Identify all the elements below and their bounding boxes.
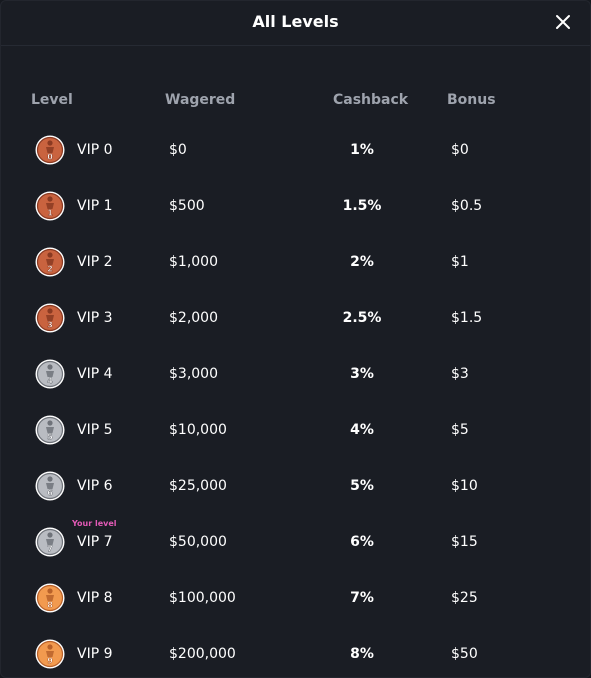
cashback-value: 2.5%	[342, 310, 382, 326]
svg-text:9: 9	[47, 657, 53, 666]
level-name: VIP 1	[77, 198, 113, 214]
bonus-value: $1	[451, 254, 469, 270]
svg-text:0: 0	[47, 153, 53, 162]
bonus-value: $5	[451, 422, 469, 438]
level-name: VIP 9	[77, 646, 113, 662]
column-header-level: Level	[31, 92, 73, 108]
level-name: VIP 4	[77, 366, 113, 382]
vip-badge-icon: 4	[35, 359, 65, 389]
svg-text:6: 6	[47, 489, 53, 498]
bonus-value: $25	[451, 590, 478, 606]
wagered-value: $100,000	[169, 590, 236, 606]
level-name: VIP 0	[77, 142, 113, 158]
svg-text:3: 3	[47, 321, 53, 330]
cashback-value: 1%	[350, 142, 374, 158]
level-name: VIP 7	[77, 534, 113, 550]
level-name: VIP 5	[77, 422, 113, 438]
bonus-value: $3	[451, 366, 469, 382]
bonus-value: $1.5	[451, 310, 483, 326]
vip-badge-icon: 2	[35, 247, 65, 277]
level-name: VIP 2	[77, 254, 113, 270]
column-header-bonus: Bonus	[447, 92, 496, 108]
column-header-wagered: Wagered	[165, 92, 236, 108]
level-name: VIP 3	[77, 310, 113, 326]
bonus-value: $50	[451, 646, 478, 662]
wagered-value: $500	[169, 198, 205, 214]
wagered-value: $0	[169, 142, 187, 158]
cashback-value: 8%	[350, 646, 374, 662]
close-icon	[556, 15, 570, 29]
table-row: 3 VIP 3 $2,000 2.5% $1.5	[1, 290, 590, 346]
vip-badge-icon: 8	[35, 583, 65, 613]
level-name: VIP 6	[77, 478, 113, 494]
vip-badge-icon: 0	[35, 135, 65, 165]
bonus-value: $15	[451, 534, 478, 550]
svg-text:4: 4	[47, 377, 53, 386]
cashback-value: 5%	[350, 478, 374, 494]
column-header-cashback: Cashback	[333, 92, 409, 108]
svg-text:8: 8	[47, 601, 53, 610]
cashback-value: 4%	[350, 422, 374, 438]
your-level-label: Your level	[72, 519, 117, 528]
cashback-value: 3%	[350, 366, 374, 382]
cashback-value: 6%	[350, 534, 374, 550]
cashback-value: 1.5%	[342, 198, 382, 214]
wagered-value: $2,000	[169, 310, 218, 326]
wagered-value: $25,000	[169, 478, 227, 494]
vip-badge-icon: 7	[35, 527, 65, 557]
vip-badge-icon: 9	[35, 639, 65, 669]
vip-badge-icon: 6	[35, 471, 65, 501]
close-button[interactable]	[552, 11, 574, 33]
bonus-value: $0	[451, 142, 469, 158]
vip-badge-icon: 5	[35, 415, 65, 445]
cashback-value: 7%	[350, 590, 374, 606]
table-row: 6 VIP 6 $25,000 5% $10	[1, 458, 590, 514]
svg-text:7: 7	[47, 545, 53, 554]
modal-header: All Levels	[1, 1, 590, 46]
table-row: 7 Your level VIP 7 $50,000 6% $15	[1, 514, 590, 570]
bonus-value: $10	[451, 478, 478, 494]
svg-text:1: 1	[47, 209, 53, 218]
svg-text:2: 2	[47, 265, 53, 274]
wagered-value: $50,000	[169, 534, 227, 550]
wagered-value: $10,000	[169, 422, 227, 438]
vip-badge-icon: 1	[35, 191, 65, 221]
wagered-value: $3,000	[169, 366, 218, 382]
table-row: 0 VIP 0 $0 1% $0	[1, 122, 590, 178]
level-name: VIP 8	[77, 590, 113, 606]
table-row: 5 VIP 5 $10,000 4% $5	[1, 402, 590, 458]
wagered-value: $200,000	[169, 646, 236, 662]
vip-badge-icon: 3	[35, 303, 65, 333]
cashback-value: 2%	[350, 254, 374, 270]
modal-title: All Levels	[252, 12, 339, 31]
svg-text:5: 5	[47, 433, 53, 442]
table-row: 4 VIP 4 $3,000 3% $3	[1, 346, 590, 402]
bonus-value: $0.5	[451, 198, 483, 214]
table-row: 8 VIP 8 $100,000 7% $25	[1, 570, 590, 626]
table-row: 9 VIP 9 $200,000 8% $50	[1, 626, 590, 677]
wagered-value: $1,000	[169, 254, 218, 270]
table-row: 2 VIP 2 $1,000 2% $1	[1, 234, 590, 290]
table-row: 1 VIP 1 $500 1.5% $0.5	[1, 178, 590, 234]
